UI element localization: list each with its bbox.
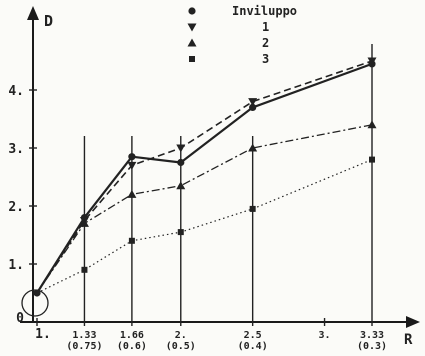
series-3: [36, 156, 375, 294]
data-point: [128, 153, 136, 161]
data-point: [176, 144, 186, 153]
x-tick-label: 3.33: [360, 330, 384, 341]
y-axis-label: D: [44, 12, 53, 30]
legend-label: 2: [262, 36, 269, 50]
legend-marker: [189, 56, 195, 62]
x-tick-label: 1.66: [120, 330, 144, 341]
vertical-guide-lines: [83, 44, 373, 318]
x-tick-label: 2.: [175, 330, 187, 341]
series-line: [36, 62, 373, 294]
series-line: [36, 124, 373, 294]
data-point: [367, 120, 377, 129]
origin-circle-annotation: [21, 289, 49, 317]
x-tick-label: 1.: [35, 327, 51, 342]
axes: D R: [20, 6, 420, 348]
legend-marker: [187, 23, 197, 32]
y-axis-arrow: [27, 6, 39, 20]
data-point: [369, 156, 375, 163]
x-tick-label: 2.5: [244, 330, 262, 341]
data-point: [79, 218, 89, 227]
legend-marker: [188, 7, 196, 15]
x-tick-label: 3.: [319, 330, 331, 341]
series-inviluppo: [36, 60, 376, 294]
x-tick-label: 1.33: [72, 330, 96, 341]
legend-label: Inviluppo: [232, 4, 297, 18]
data-point: [249, 103, 257, 111]
data-point: [177, 229, 184, 236]
x-tick-sublabel: (0.4): [238, 341, 268, 352]
axis-ticks: 1. 1.33(0.75)1.66(0.6)2.(0.5)2.5(0.4)3. 3.…: [8, 84, 387, 352]
y-tick-label: 4.: [8, 84, 24, 99]
x-tick-sublabel: (0.6): [117, 341, 147, 352]
data-point: [176, 181, 186, 190]
y-tick-label: 2.: [8, 200, 24, 215]
x-tick-sublabel: (0.75): [66, 341, 102, 352]
y-tick-label: 3.: [8, 142, 24, 157]
y-tick-label: 0: [16, 311, 24, 326]
data-point: [248, 143, 258, 152]
data-point: [367, 57, 377, 66]
y-tick-label: 1.: [8, 258, 24, 273]
x-tick-sublabel: (0.3): [357, 341, 387, 352]
data-point: [81, 266, 88, 273]
data-point: [177, 158, 185, 167]
x-axis-label: R: [404, 332, 413, 348]
series-group: [33, 57, 377, 297]
legend-label: 1: [262, 20, 269, 34]
data-point: [127, 189, 137, 198]
series-line: [36, 60, 373, 294]
data-point: [248, 98, 258, 107]
data-point: [127, 161, 137, 170]
data-point: [249, 205, 256, 212]
legend-label: 3: [262, 52, 269, 66]
x-tick-sublabel: (0.5): [166, 341, 196, 352]
x-axis-arrow: [406, 316, 420, 328]
data-point: [128, 237, 135, 244]
legend-marker: [187, 38, 197, 47]
legend: Inviluppo 1 2 3: [187, 4, 297, 66]
series-1: [36, 57, 377, 294]
series-2: [36, 120, 377, 294]
